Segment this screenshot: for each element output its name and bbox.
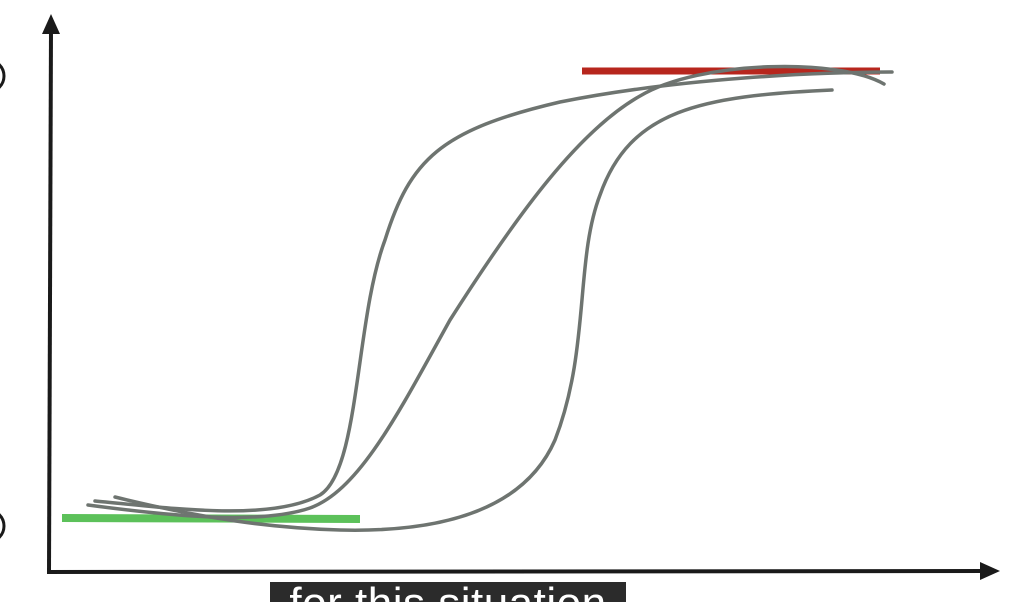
y-axis-line [47,27,53,573]
subtitle-caption: for this situation [270,582,626,602]
curve-fast [93,70,894,513]
y-axis-arrowhead [42,14,60,34]
subtitle-caption-text: for this situation [270,582,626,602]
curve-slow [113,88,834,532]
left-edge-marker-bottom [0,513,6,539]
x-axis-line [46,569,986,574]
x-axis-arrowhead [980,562,1000,580]
curve-medium [86,64,886,520]
left-edge-marker-top [0,63,6,89]
